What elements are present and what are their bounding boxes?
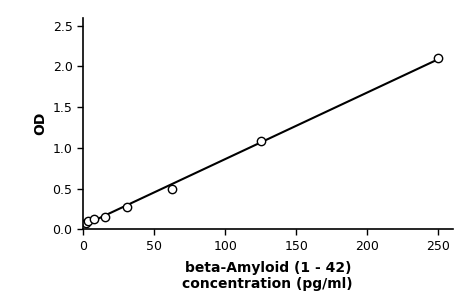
Point [90,216,98,221]
Point [124,204,131,209]
Point [85,219,92,223]
Point [101,214,109,219]
Point [82,220,90,225]
Point [257,139,264,144]
X-axis label: beta-Amyloid (1 - 42)
concentration (pg/ml): beta-Amyloid (1 - 42) concentration (pg/… [182,261,353,291]
Point [435,56,442,61]
Y-axis label: OD: OD [33,112,47,135]
Point [168,186,175,191]
